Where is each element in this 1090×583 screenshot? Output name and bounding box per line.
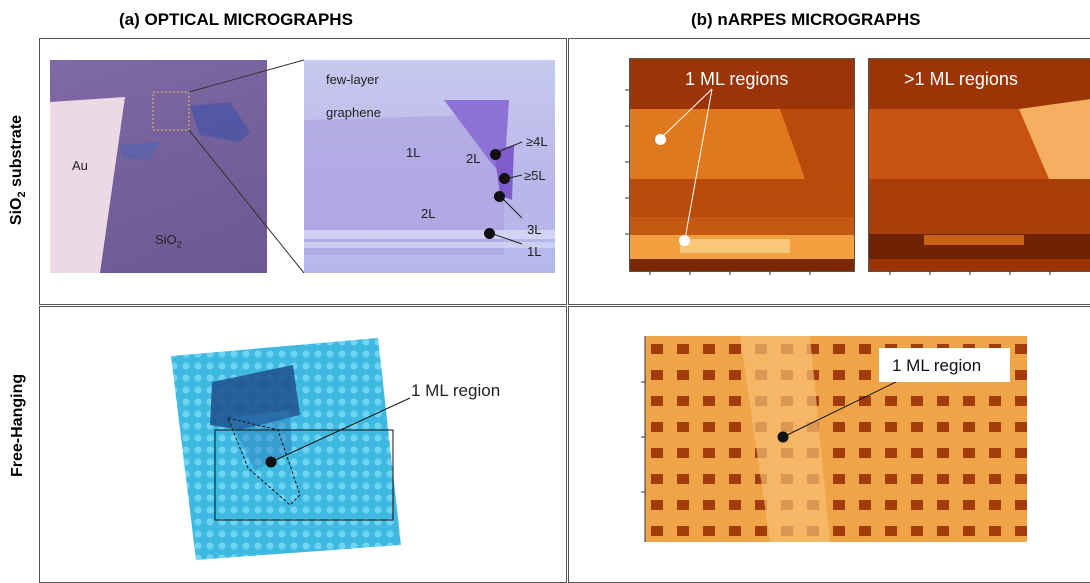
au-label: Au bbox=[72, 158, 88, 173]
layer-1l-left: 1L bbox=[406, 145, 421, 160]
narpes-multilayer-regions-label: >1 ML regions bbox=[904, 69, 1018, 89]
narpes-1ml-regions-label: 1 ML regions bbox=[685, 69, 789, 89]
narpes-multilayer-intensity-bands bbox=[869, 99, 1090, 259]
narpes-1ml-map: 1 ML regions bbox=[629, 58, 855, 272]
marker-ge5l bbox=[499, 173, 510, 184]
marker-1l bbox=[484, 228, 495, 239]
layer-ge5l: ≥5L bbox=[524, 168, 546, 183]
narpes-free-pointer-line bbox=[782, 379, 901, 438]
narpes-1ml-marker-top bbox=[655, 134, 666, 145]
sio2-label-subscript: 2 bbox=[176, 239, 182, 250]
narpes-free-region-label: 1 ML region bbox=[892, 356, 982, 375]
narpes-multilayer-map: >1 ML regions bbox=[868, 58, 1090, 272]
narpes-1ml-pointer-lines bbox=[659, 88, 713, 240]
narpes-micrographs-header: (b) nARPES MICROGRAPHS bbox=[691, 10, 921, 29]
graphene-label: graphene bbox=[326, 105, 381, 120]
marker-ge4l bbox=[490, 149, 501, 160]
optical-free-hanging-micrograph bbox=[171, 338, 411, 560]
graphene-layers-shape bbox=[304, 100, 555, 255]
optical-zoom-micrograph: few-layer graphene 1L 2L 2L ≥4L ≥5L 3L 1… bbox=[304, 60, 555, 273]
thin-flake bbox=[228, 410, 292, 470]
monolayer-outline bbox=[227, 417, 301, 506]
layer-1l-right: 1L bbox=[527, 244, 542, 259]
narpes-1ml-marker-bottom bbox=[679, 235, 690, 246]
narpes-free-marker bbox=[777, 431, 789, 443]
marker-3l bbox=[494, 191, 505, 202]
narpes-1ml-intensity-bands bbox=[630, 59, 854, 271]
layer-2l-top: 2L bbox=[466, 151, 481, 166]
layer-2l-bottom: 2L bbox=[421, 206, 436, 221]
roi-rectangle bbox=[214, 429, 394, 521]
optical-free-region-label: 1 ML region bbox=[411, 381, 501, 400]
few-layer-label: few-layer bbox=[326, 72, 379, 87]
optical-micrographs-header: (a) OPTICAL MICROGRAPHS bbox=[119, 10, 353, 29]
sio2-label-text: SiO bbox=[155, 232, 177, 247]
narpes-free-hanging-map bbox=[641, 336, 1027, 542]
optical-free-pointer-line bbox=[270, 397, 411, 463]
sio2-label: SiO2 bbox=[155, 232, 182, 250]
layer-ge4l: ≥4L bbox=[526, 134, 548, 149]
layer-3l: 3L bbox=[527, 222, 542, 237]
narpes-free-label-box bbox=[879, 348, 1010, 382]
optical-free-marker bbox=[265, 456, 277, 468]
multilayer-flake bbox=[210, 365, 300, 430]
